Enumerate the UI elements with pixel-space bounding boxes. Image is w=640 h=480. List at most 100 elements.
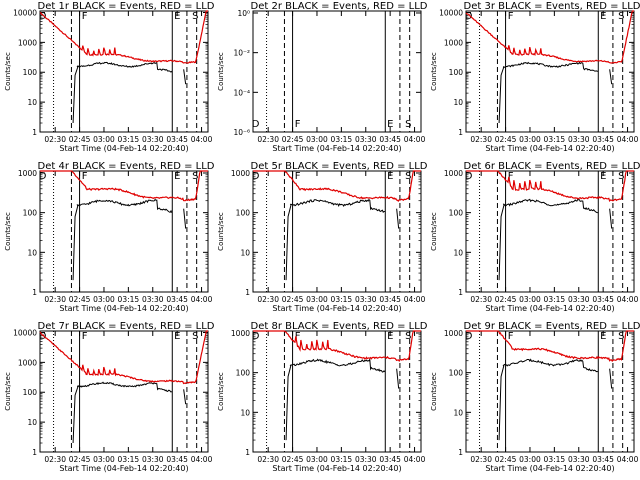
x-tick-label: 04:00 (191, 135, 213, 144)
panel-det-7: Det 7r BLACK = Events, RED = LLD 1 10 100 10… (4, 321, 215, 473)
x-tick-label: 02:30 (257, 135, 279, 144)
series-events (76, 381, 173, 393)
x-tick-label: 04:00 (404, 135, 426, 144)
y-tick-label: 1000 (18, 38, 37, 47)
x-tick-label: 03:00 (93, 135, 115, 144)
x-tick-label: 03:30 (355, 135, 377, 144)
series-events-ramp (72, 204, 79, 281)
x-axis-label: Start Time (04-Feb-14 02:20:40) (59, 464, 188, 473)
panel-det-4: Det 4r BLACK = Events, RED = LLD 1 10 100 10… (4, 161, 215, 313)
event-marker-S: S (192, 11, 198, 22)
event-marker-E: E (387, 331, 393, 342)
panel-title: Det 1r BLACK = Events, RED = LLD (38, 1, 215, 12)
y-tick-label: 1 (458, 288, 463, 297)
series-events-tail (609, 208, 613, 229)
y-tick-label: 1 (245, 288, 250, 297)
x-tick-label: 03:30 (568, 295, 590, 304)
event-marker-D: D (252, 331, 260, 342)
panel-det-8: Det 8r BLACK = Events, RED = LLD 1 10 100 10… (217, 321, 428, 473)
panel-title: Det 5r BLACK = Events, RED = LLD (251, 161, 428, 172)
y-tick-label: 100 (449, 68, 464, 77)
plot-frame (252, 10, 422, 133)
x-tick-label: 04:00 (617, 295, 639, 304)
x-tick-label: 03:45 (379, 455, 401, 464)
y-tick-label: 10000 (13, 328, 37, 337)
x-axis-label: Start Time (04-Feb-14 02:20:40) (485, 304, 614, 313)
series-events (289, 357, 386, 373)
x-tick-label: 02:30 (470, 295, 492, 304)
x-tick-label: 02:45 (495, 135, 517, 144)
x-axis-label: Start Time (04-Feb-14 02:20:40) (272, 464, 401, 473)
event-marker-E: E (174, 11, 180, 22)
plot-frame (465, 10, 635, 133)
y-tick-label: 100 (23, 209, 38, 218)
x-axis-label: Start Time (04-Feb-14 02:20:40) (59, 304, 188, 313)
y-tick-label: 1000 (18, 358, 37, 367)
x-tick-label: 03:30 (355, 295, 377, 304)
x-tick-label: 03:15 (118, 135, 140, 144)
event-marker-F: F (295, 171, 301, 182)
plot-frame (465, 330, 635, 453)
x-tick-label: 02:30 (44, 295, 66, 304)
x-tick-label: 03:15 (544, 455, 566, 464)
event-marker-S: S (405, 171, 411, 182)
panel-title: Det 7r BLACK = Events, RED = LLD (38, 321, 215, 332)
event-marker-F: F (295, 331, 301, 342)
event-marker-E: E (174, 331, 180, 342)
event-marker-E: E (174, 171, 180, 182)
event-marker-D: D (252, 171, 260, 182)
x-tick-label: 03:15 (331, 135, 353, 144)
x-tick-label: 02:45 (282, 295, 304, 304)
y-tick-label: 1 (458, 128, 463, 137)
y-tick-label: 100 (23, 68, 38, 77)
x-tick-label: 02:30 (257, 295, 279, 304)
event-marker-S: S (192, 331, 198, 342)
panel-det-5: Det 5r BLACK = Events, RED = LLD 1 10 100 10… (217, 161, 428, 313)
series-events (502, 358, 599, 373)
series-events-ramp (285, 204, 292, 281)
x-tick-label: 03:30 (355, 455, 377, 464)
series-events-ramp (498, 204, 505, 281)
panel-title: Det 9r BLACK = Events, RED = LLD (464, 321, 640, 332)
panel-det-9: Det 9r BLACK = Events, RED = LLD 1 10 100 10… (430, 321, 640, 473)
event-marker-D: D (252, 119, 260, 130)
x-tick-label: 03:45 (166, 135, 188, 144)
x-tick-label: 03:45 (166, 455, 188, 464)
series-events-ramp (498, 66, 505, 124)
panel-title: Det 2r BLACK = Events, RED = LLD (251, 1, 428, 12)
event-marker-D: D (465, 11, 473, 22)
x-tick-label: 03:45 (379, 295, 401, 304)
x-tick-label: 03:15 (118, 295, 140, 304)
x-tick-label: 02:30 (44, 455, 66, 464)
series-events (502, 61, 599, 72)
y-tick-label: 100 (449, 209, 464, 218)
y-axis-label: Counts/sec (430, 52, 438, 91)
panel-det-6: Det 6r BLACK = Events, RED = LLD 1 10 100 10… (430, 161, 640, 313)
x-tick-label: 03:15 (544, 295, 566, 304)
event-marker-S: S (405, 119, 411, 130)
y-tick-label: 10 (27, 418, 37, 427)
y-tick-label: 10 (240, 408, 250, 417)
x-tick-label: 03:30 (142, 295, 164, 304)
y-tick-label: 10000 (439, 8, 463, 17)
panel-det-1: Det 1r BLACK = Events, RED = LLD 1 10 100 10… (4, 1, 215, 153)
y-tick-label: 10 (453, 98, 463, 107)
series-events-tail (183, 389, 187, 405)
x-tick-label: 03:15 (118, 455, 140, 464)
y-tick-label: 1000 (231, 329, 250, 338)
series-lld (253, 330, 421, 363)
series-lld (466, 170, 634, 203)
y-tick-label: 10 (453, 408, 463, 417)
x-tick-label: 03:00 (93, 295, 115, 304)
y-tick-label: 10 (27, 248, 37, 257)
series-events-tail (183, 208, 187, 229)
event-marker-E: E (387, 171, 393, 182)
x-tick-label: 03:15 (544, 135, 566, 144)
x-tick-label: 03:45 (592, 135, 614, 144)
event-marker-F: F (508, 171, 514, 182)
panel-title: Det 4r BLACK = Events, RED = LLD (38, 161, 215, 172)
series-lld (39, 10, 208, 64)
y-axis-label: Counts/sec (217, 372, 225, 411)
x-tick-label: 04:00 (191, 455, 213, 464)
